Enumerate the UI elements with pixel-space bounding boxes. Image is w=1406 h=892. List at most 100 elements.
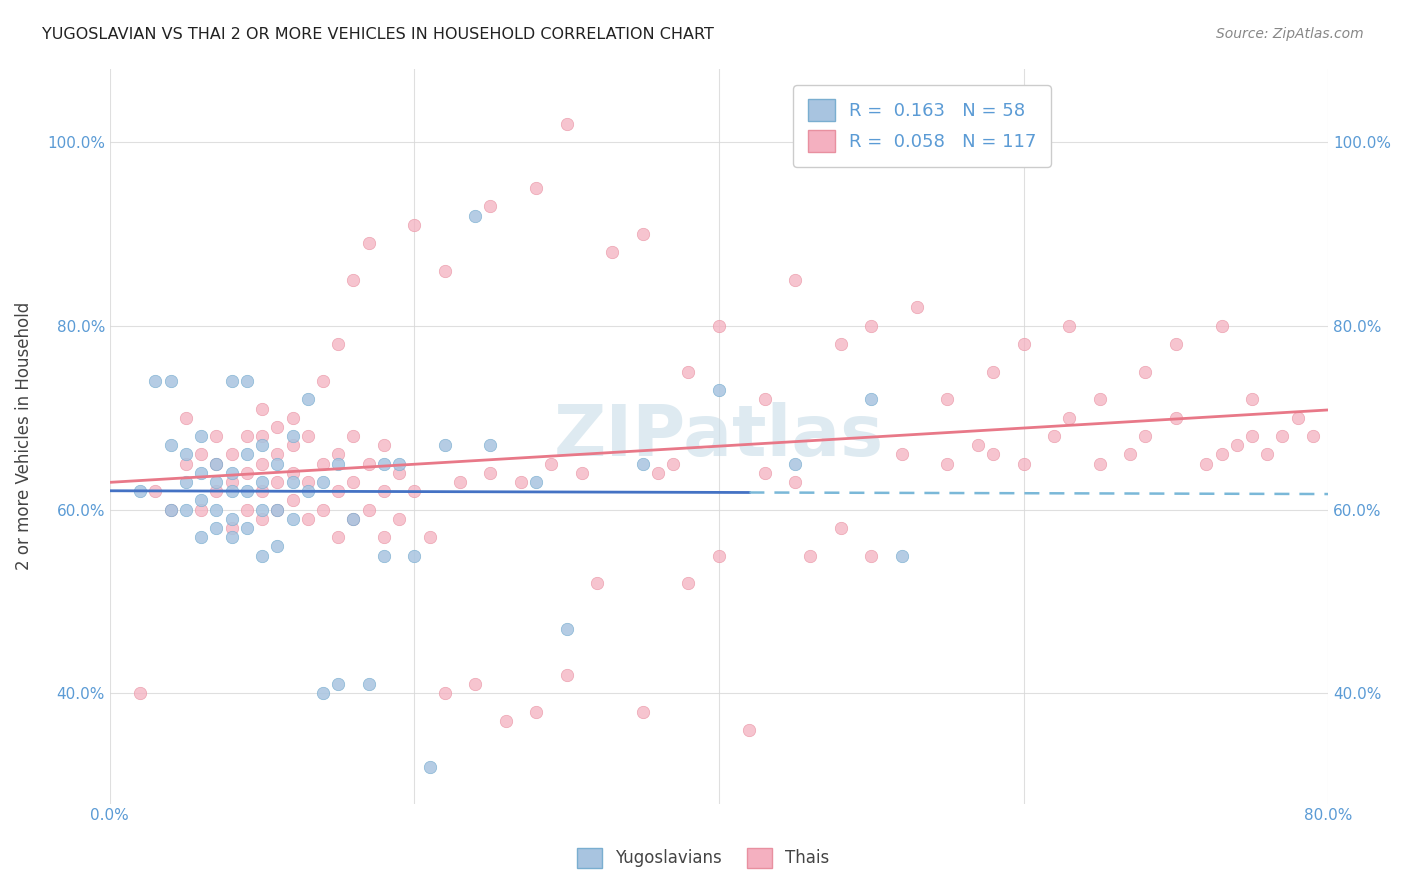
Point	[1240, 429, 1263, 443]
Point	[1088, 457, 1111, 471]
Point	[281, 438, 304, 452]
Point	[328, 484, 350, 499]
Point	[373, 457, 395, 471]
Point	[250, 512, 273, 526]
Point	[1226, 438, 1249, 452]
Point	[145, 484, 167, 499]
Point	[190, 493, 212, 508]
Point	[602, 245, 624, 260]
Point	[342, 512, 364, 526]
Point	[312, 502, 335, 516]
Point	[129, 484, 152, 499]
Point	[647, 466, 669, 480]
Point	[328, 530, 350, 544]
Point	[297, 512, 319, 526]
Text: Source: ZipAtlas.com: Source: ZipAtlas.com	[1216, 27, 1364, 41]
Point	[860, 318, 883, 333]
Point	[221, 374, 243, 388]
Point	[266, 502, 288, 516]
Point	[221, 530, 243, 544]
Point	[250, 401, 273, 416]
Point	[281, 466, 304, 480]
Point	[1240, 392, 1263, 407]
Point	[1256, 447, 1278, 461]
Point	[890, 549, 912, 563]
Point	[297, 429, 319, 443]
Point	[464, 209, 486, 223]
Point	[936, 457, 959, 471]
Point	[404, 549, 426, 563]
Point	[281, 429, 304, 443]
Point	[159, 374, 181, 388]
Point	[419, 760, 441, 774]
Point	[250, 484, 273, 499]
Point	[1057, 410, 1080, 425]
Point	[555, 668, 578, 682]
Point	[281, 410, 304, 425]
Point	[236, 429, 259, 443]
Point	[221, 475, 243, 489]
Point	[297, 475, 319, 489]
Point	[297, 484, 319, 499]
Point	[373, 438, 395, 452]
Point	[145, 374, 167, 388]
Legend: R =  0.163   N = 58, R =  0.058   N = 117: R = 0.163 N = 58, R = 0.058 N = 117	[793, 85, 1052, 167]
Point	[250, 549, 273, 563]
Point	[205, 457, 228, 471]
Point	[159, 502, 181, 516]
Point	[312, 457, 335, 471]
Point	[190, 502, 212, 516]
Point	[1057, 318, 1080, 333]
Point	[312, 686, 335, 700]
Point	[860, 549, 883, 563]
Point	[464, 677, 486, 691]
Point	[1286, 410, 1309, 425]
Point	[250, 438, 273, 452]
Point	[830, 521, 852, 535]
Point	[190, 447, 212, 461]
Point	[419, 530, 441, 544]
Point	[799, 549, 821, 563]
Point	[860, 392, 883, 407]
Legend: Yugoslavians, Thais: Yugoslavians, Thais	[569, 841, 837, 875]
Point	[1302, 429, 1324, 443]
Point	[707, 383, 730, 397]
Point	[312, 374, 335, 388]
Point	[221, 466, 243, 480]
Point	[479, 199, 502, 213]
Point	[631, 227, 654, 241]
Point	[707, 318, 730, 333]
Point	[190, 466, 212, 480]
Point	[129, 686, 152, 700]
Point	[266, 457, 288, 471]
Point	[388, 512, 411, 526]
Point	[281, 493, 304, 508]
Point	[890, 447, 912, 461]
Point	[281, 512, 304, 526]
Point	[342, 475, 364, 489]
Point	[205, 521, 228, 535]
Point	[373, 484, 395, 499]
Point	[190, 429, 212, 443]
Point	[328, 337, 350, 351]
Point	[328, 447, 350, 461]
Point	[1135, 365, 1157, 379]
Point	[250, 475, 273, 489]
Point	[555, 622, 578, 636]
Point	[266, 420, 288, 434]
Point	[388, 466, 411, 480]
Point	[174, 447, 197, 461]
Point	[1164, 410, 1187, 425]
Point	[221, 484, 243, 499]
Point	[1195, 457, 1218, 471]
Point	[357, 236, 380, 251]
Point	[495, 714, 517, 728]
Point	[678, 365, 700, 379]
Point	[678, 576, 700, 591]
Point	[785, 273, 807, 287]
Y-axis label: 2 or more Vehicles in Household: 2 or more Vehicles in Household	[15, 302, 32, 570]
Point	[221, 447, 243, 461]
Point	[205, 475, 228, 489]
Point	[373, 549, 395, 563]
Point	[1164, 337, 1187, 351]
